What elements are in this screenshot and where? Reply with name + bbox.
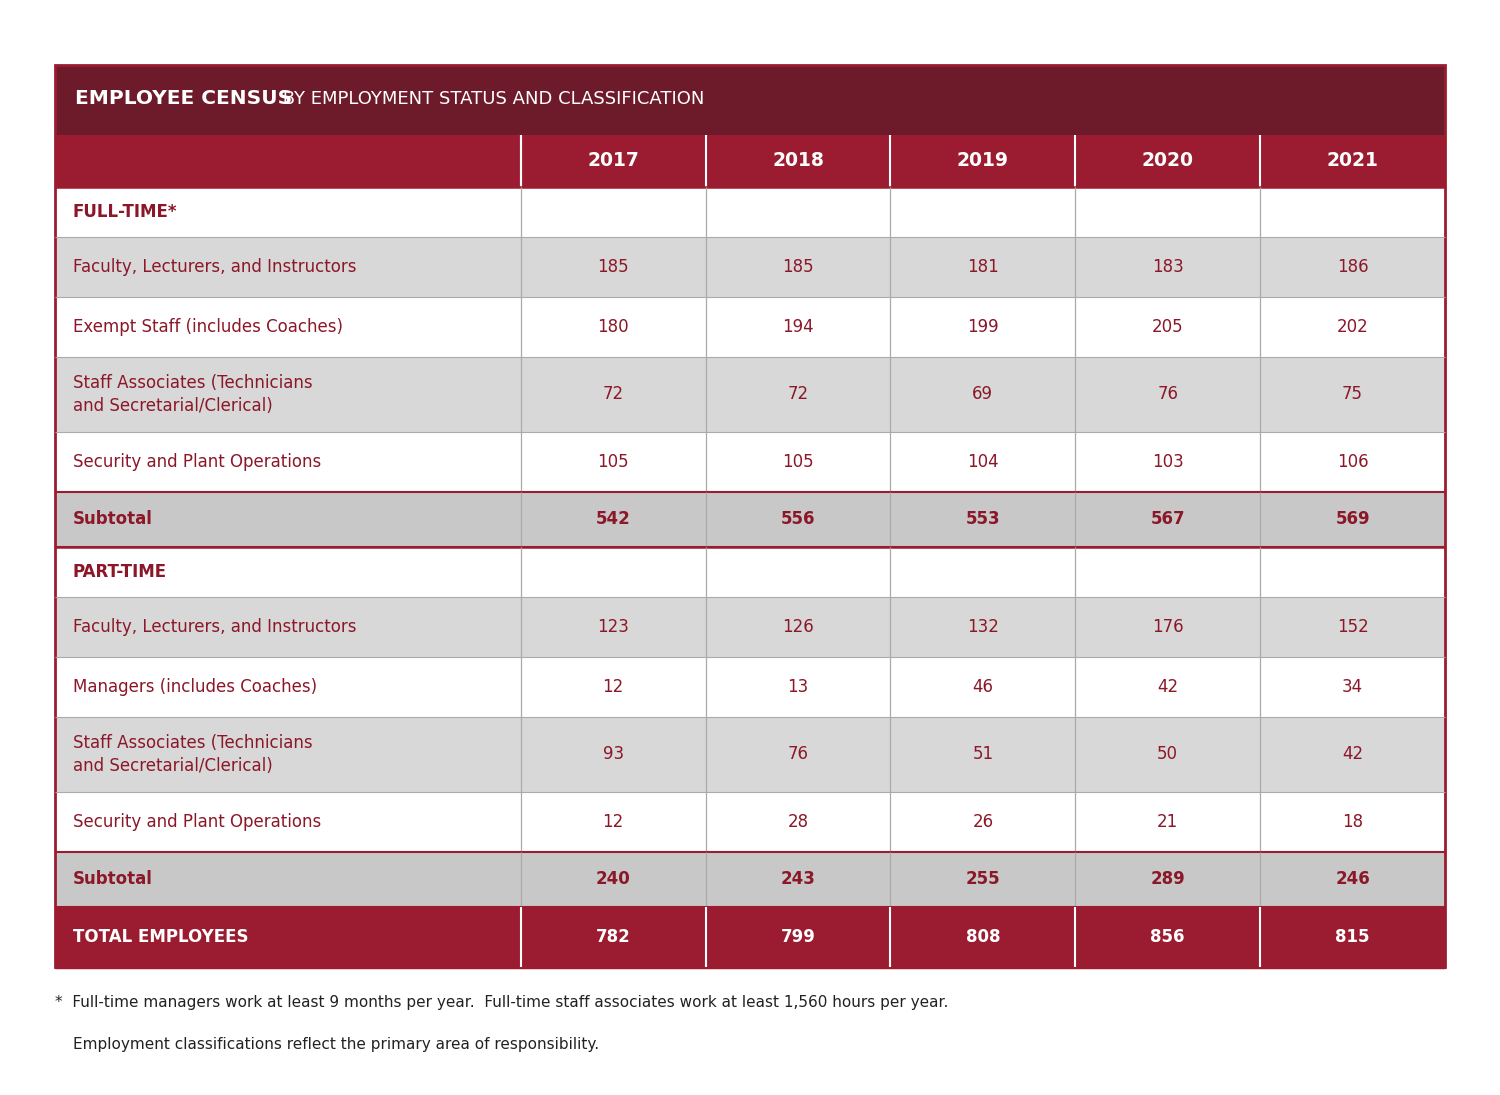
Text: 75: 75 — [1342, 385, 1364, 403]
Bar — [56, 657, 1444, 717]
Bar — [520, 135, 705, 187]
Bar — [56, 135, 520, 187]
Text: 542: 542 — [596, 510, 630, 529]
Text: 289: 289 — [1150, 871, 1185, 888]
Bar — [56, 357, 1444, 433]
Bar — [705, 135, 891, 187]
Bar — [56, 852, 1444, 907]
Text: PART-TIME: PART-TIME — [74, 563, 166, 581]
Text: 93: 93 — [603, 746, 624, 763]
Bar — [56, 548, 1444, 597]
Text: 105: 105 — [597, 453, 628, 471]
Text: 856: 856 — [1150, 927, 1185, 946]
Text: Managers (includes Coaches): Managers (includes Coaches) — [74, 678, 316, 696]
Text: 76: 76 — [788, 746, 808, 763]
Text: Faculty, Lecturers, and Instructors: Faculty, Lecturers, and Instructors — [74, 258, 357, 276]
Text: Security and Plant Operations: Security and Plant Operations — [74, 453, 321, 471]
Text: 556: 556 — [780, 510, 814, 529]
Text: Exempt Staff (includes Coaches): Exempt Staff (includes Coaches) — [74, 318, 344, 336]
Text: 69: 69 — [972, 385, 993, 403]
Text: 186: 186 — [1336, 258, 1368, 276]
Bar — [56, 433, 1444, 492]
Text: 240: 240 — [596, 871, 630, 888]
Text: 2017: 2017 — [586, 151, 639, 171]
Text: 50: 50 — [1156, 746, 1178, 763]
Bar — [56, 717, 1444, 792]
Text: 28: 28 — [788, 812, 808, 831]
Text: 205: 205 — [1152, 318, 1184, 336]
Text: 123: 123 — [597, 618, 628, 636]
Text: 194: 194 — [782, 318, 814, 336]
Text: 2019: 2019 — [957, 151, 1010, 171]
Text: 132: 132 — [968, 618, 999, 636]
Text: 255: 255 — [966, 871, 1000, 888]
Bar — [1076, 135, 1260, 187]
Text: EMPLOYEE CENSUS: EMPLOYEE CENSUS — [75, 89, 292, 108]
Text: 185: 185 — [782, 258, 814, 276]
Bar — [56, 65, 1444, 967]
Text: 176: 176 — [1152, 618, 1184, 636]
Text: 180: 180 — [597, 318, 628, 336]
Bar — [1260, 135, 1444, 187]
Text: 243: 243 — [780, 871, 816, 888]
Text: 782: 782 — [596, 927, 630, 946]
Text: 42: 42 — [1342, 746, 1364, 763]
Text: *  Full-time managers work at least 9 months per year.  Full-time staff associat: * Full-time managers work at least 9 mon… — [56, 995, 948, 1010]
Bar — [56, 297, 1444, 357]
Text: Subtotal: Subtotal — [74, 871, 153, 888]
Bar — [56, 237, 1444, 297]
Text: BY EMPLOYMENT STATUS AND CLASSIFICATION: BY EMPLOYMENT STATUS AND CLASSIFICATION — [278, 90, 705, 107]
Bar — [56, 792, 1444, 852]
Bar — [891, 135, 1076, 187]
Text: Security and Plant Operations: Security and Plant Operations — [74, 812, 321, 831]
Text: 12: 12 — [603, 812, 624, 831]
Text: 76: 76 — [1156, 385, 1178, 403]
Text: 2018: 2018 — [772, 151, 824, 171]
Text: 18: 18 — [1342, 812, 1364, 831]
Bar — [56, 597, 1444, 657]
Bar — [56, 187, 1444, 237]
Text: 799: 799 — [780, 927, 816, 946]
Text: 46: 46 — [972, 678, 993, 696]
Text: 51: 51 — [972, 746, 993, 763]
Bar — [56, 907, 1444, 967]
Text: Employment classifications reflect the primary area of responsibility.: Employment classifications reflect the p… — [74, 1037, 598, 1052]
Text: 34: 34 — [1342, 678, 1364, 696]
Bar — [56, 492, 1444, 548]
Text: 104: 104 — [968, 453, 999, 471]
Text: 567: 567 — [1150, 510, 1185, 529]
Text: 815: 815 — [1335, 927, 1370, 946]
Text: 126: 126 — [782, 618, 814, 636]
Text: 2020: 2020 — [1142, 151, 1194, 171]
Text: 181: 181 — [968, 258, 999, 276]
Text: 185: 185 — [597, 258, 628, 276]
Text: 569: 569 — [1335, 510, 1370, 529]
Text: 199: 199 — [968, 318, 999, 336]
Text: 183: 183 — [1152, 258, 1184, 276]
Text: 72: 72 — [603, 385, 624, 403]
Text: 12: 12 — [603, 678, 624, 696]
Text: 246: 246 — [1335, 871, 1370, 888]
Text: 42: 42 — [1156, 678, 1179, 696]
Text: 2021: 2021 — [1326, 151, 1378, 171]
Text: 21: 21 — [1156, 812, 1179, 831]
Text: 808: 808 — [966, 927, 1000, 946]
Text: 26: 26 — [972, 812, 993, 831]
Text: 72: 72 — [788, 385, 808, 403]
Text: 106: 106 — [1336, 453, 1368, 471]
Text: 202: 202 — [1336, 318, 1368, 336]
Bar — [56, 65, 1444, 135]
Text: 152: 152 — [1336, 618, 1368, 636]
Text: 13: 13 — [788, 678, 808, 696]
Text: 553: 553 — [966, 510, 1000, 529]
Text: Subtotal: Subtotal — [74, 510, 153, 529]
Text: FULL-TIME*: FULL-TIME* — [74, 203, 177, 221]
Text: Faculty, Lecturers, and Instructors: Faculty, Lecturers, and Instructors — [74, 618, 357, 636]
Text: 105: 105 — [782, 453, 814, 471]
Text: Staff Associates (Technicians
and Secretarial/Clerical): Staff Associates (Technicians and Secret… — [74, 734, 312, 775]
Text: 103: 103 — [1152, 453, 1184, 471]
Text: Staff Associates (Technicians
and Secretarial/Clerical): Staff Associates (Technicians and Secret… — [74, 373, 312, 415]
Text: TOTAL EMPLOYEES: TOTAL EMPLOYEES — [74, 927, 249, 946]
